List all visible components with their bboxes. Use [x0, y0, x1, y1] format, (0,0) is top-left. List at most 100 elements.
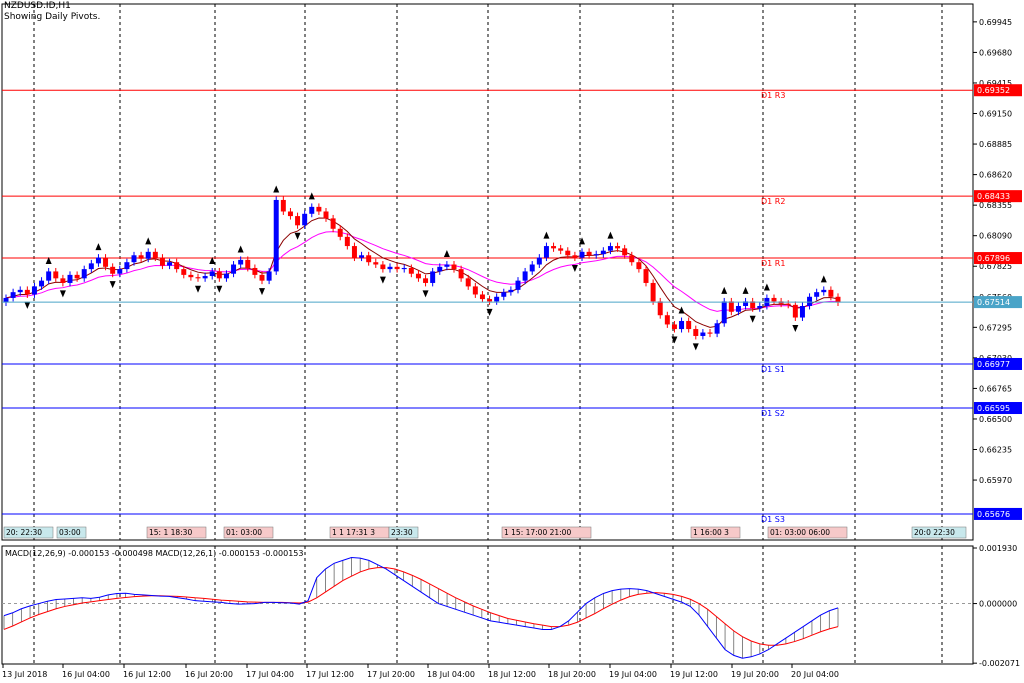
pivot-price-label: 0.65676: [977, 510, 1010, 519]
candle-body: [387, 266, 393, 270]
fractal-up-arrow: [308, 192, 315, 200]
fractal-down-arrow: [749, 315, 756, 323]
candle-body: [252, 267, 258, 275]
fractal-down-arrow: [59, 290, 66, 298]
candle-body: [444, 264, 450, 267]
macd-label: MACD(12,26,9) -0.000153 -0.000498 MACD(1…: [5, 549, 303, 558]
candle-body: [586, 251, 592, 256]
candle-body: [479, 294, 485, 300]
candle-body: [351, 246, 357, 258]
candle-body: [46, 271, 52, 281]
candle-body: [664, 315, 670, 325]
price-tick-label: 0.68090: [979, 232, 1012, 241]
candle-body: [643, 269, 649, 283]
fractal-down-arrow: [571, 265, 578, 273]
candle-body: [330, 218, 336, 229]
candle-body: [565, 250, 571, 256]
pivot-label: D1 R2: [761, 197, 785, 206]
candle-body: [700, 332, 706, 336]
session-marker-label: 20: 22:30: [6, 528, 42, 537]
candle-body: [359, 255, 365, 258]
fractal-down-arrow: [486, 308, 493, 316]
candle-body: [67, 274, 73, 283]
candle-body: [10, 292, 16, 298]
candle-body: [195, 277, 201, 279]
candle-body: [501, 292, 507, 297]
fractal-up-arrow: [273, 185, 280, 193]
session-marker-label: 1 1 17:31 3: [332, 528, 375, 537]
pivot-price-box: [974, 402, 1022, 415]
pivot-price-box: [974, 190, 1022, 203]
date-label: 13 Jul 2018: [2, 670, 47, 679]
candle-body: [380, 264, 386, 270]
price-tick-label: 0.68355: [979, 201, 1012, 210]
fractal-up-arrow: [820, 275, 827, 283]
date-label: 18 Jul 04:00: [427, 670, 475, 679]
macd-main-line: [3, 557, 839, 659]
candle-body: [529, 264, 535, 272]
candle-body: [259, 274, 265, 281]
candle-body: [231, 264, 237, 274]
candle-body: [209, 271, 215, 277]
candle-body: [74, 274, 80, 279]
fractal-up-arrow: [145, 237, 152, 245]
candle-body: [771, 297, 777, 302]
candle-body: [188, 274, 194, 278]
date-label: 17 Jul 12:00: [306, 670, 354, 679]
price-tick-label: 0.68620: [979, 171, 1012, 180]
candle-body: [458, 269, 464, 279]
candle-body: [373, 262, 379, 265]
candle-body: [280, 199, 286, 212]
macd-tick-label: 0.001930: [979, 544, 1017, 553]
session-marker: [388, 526, 419, 539]
fractal-up-arrow: [678, 306, 685, 314]
date-label: 19 Jul 20:00: [731, 670, 779, 679]
candle-body: [323, 211, 329, 219]
fractal-down-arrow: [294, 232, 301, 240]
candle-body: [266, 271, 272, 281]
date-label: 16 Jul 04:00: [62, 670, 110, 679]
fractal-down-arrow: [216, 285, 223, 293]
candle-body: [572, 255, 578, 258]
price-tick-label: 0.66500: [979, 415, 1012, 424]
candle-body: [437, 266, 443, 272]
candle-body: [728, 301, 734, 312]
candle-body: [693, 329, 699, 336]
candle-body: [508, 289, 514, 293]
candle-body: [657, 301, 663, 316]
date-label: 19 Jul 12:00: [670, 670, 718, 679]
candle-body: [316, 206, 322, 212]
candle-body: [593, 254, 599, 256]
candle-body: [785, 303, 791, 305]
session-marker: [146, 526, 207, 539]
indicator-frame: [1, 545, 974, 665]
session-marker-label: 23:30: [391, 528, 413, 537]
price-tick-label: 0.65970: [979, 476, 1012, 485]
candle-body: [145, 251, 151, 259]
candle-body: [337, 228, 343, 237]
candle-body: [629, 255, 635, 263]
pivot-label: D1 S1: [761, 365, 785, 374]
candle-body: [494, 296, 500, 302]
candle-body: [95, 257, 101, 264]
ma-slow-line: [5, 231, 839, 312]
candle-body: [181, 269, 187, 275]
session-marker: [501, 526, 592, 539]
fractal-up-arrow: [95, 243, 102, 251]
pivot-price-label: 0.66595: [977, 404, 1010, 413]
fractal-up-arrow: [579, 237, 585, 245]
candle-body: [750, 301, 756, 309]
symbol-timeframe: NZDUSD.ID,H1: [4, 1, 71, 11]
candle-body: [167, 262, 173, 266]
pivot-price-box: [974, 507, 1022, 520]
candle-body: [757, 306, 763, 309]
fractal-up-arrow: [45, 256, 52, 264]
price-tick-label: 0.69150: [979, 110, 1012, 119]
candle-body: [401, 267, 407, 270]
candle-body: [472, 286, 478, 295]
fractal-down-arrow: [692, 343, 699, 351]
session-marker-label: 15: 1 18:30: [149, 528, 192, 537]
macd-tick-label: 0.000000: [979, 600, 1017, 609]
price-tick-label: 0.67295: [979, 323, 1012, 332]
